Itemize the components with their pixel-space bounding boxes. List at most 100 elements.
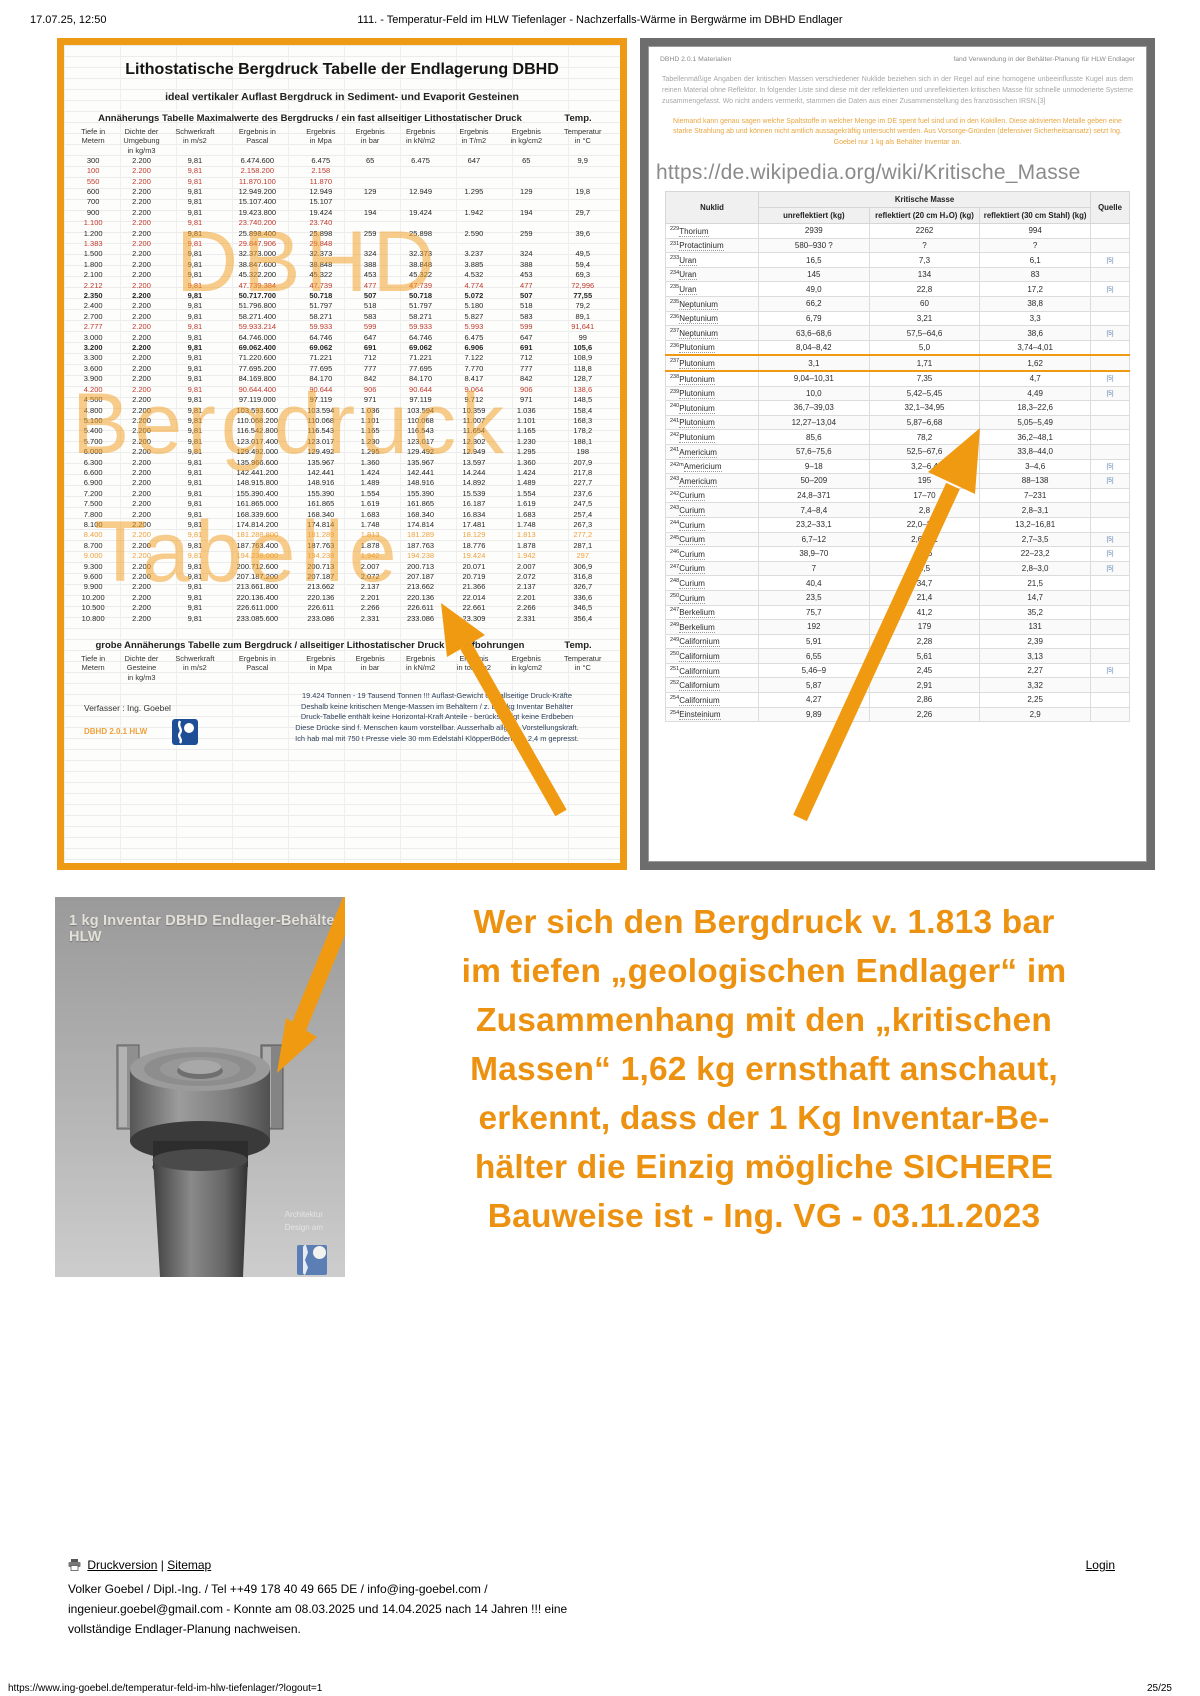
- column-header: Tiefe in Metern: [81, 654, 106, 673]
- statement-line: im tiefen „geologischen Endlager“ im: [461, 953, 1067, 990]
- nuklid-name: 233Uran: [665, 252, 759, 268]
- nuklid-name: 254Californium: [665, 692, 759, 708]
- column-header: Ergebnis in kg/cm2: [510, 127, 543, 146]
- contact-info: Volker Goebel / Dipl.-Ing. / Tel ++49 17…: [68, 1580, 567, 1639]
- nuklid-name: 242mAmericium: [665, 458, 759, 475]
- bergdruck-row: 900 2.200 9,81 19.423.800 19.424 194 19.424 1.9…: [86, 207, 591, 217]
- nuklid-name: 239Plutonium: [665, 385, 759, 402]
- kritische-masse-image: DBHD 2.0.1 Materialien fand Verwendung i…: [640, 38, 1155, 870]
- canister-caption: 1 kg Inventar DBHD Endlager-Behälter HLW: [69, 913, 341, 945]
- bergdruck-row: 100 2.200 9,81 2.158.200 2.158: [86, 166, 331, 176]
- nuklid-row: 239Plutonium 10,0 5,42–5,45 4,49 [5]: [665, 385, 1130, 402]
- nuklid-row: 249Californium 5,91 2,28 2,39: [665, 633, 1130, 650]
- nuklid-row: 244Curium 23,2–33,1 22,0–27,1 13,2–16,81: [665, 516, 1130, 533]
- nuklid-row: 250Curium 23,5 21,4 14,7: [665, 589, 1130, 606]
- nuklid-row: 246Curium 38,9–70 33,6 22–23,2 [5]: [665, 546, 1130, 562]
- column-header: Dichte der Gesteine in kg/m3: [124, 654, 159, 682]
- nuklid-name: 231Protactinium: [665, 237, 759, 254]
- nuklid-row: 236Neptunium 6,79 3,21 3,3: [665, 310, 1130, 327]
- bergdruck-row: 10.800 2.200 9,81 233.085.600 233.086 2.331 23…: [81, 613, 593, 623]
- author-block: Verfasser : Ing. Goebel DBHD 2.0.1 HLW: [74, 689, 264, 745]
- bergdruck-row: 7.500 2.200 9,81 161.865.000 161.865 1.619 161…: [83, 499, 593, 509]
- nuklid-row: 241Americium 57,6–75,6 52,5–67,6 33,8–44,0: [665, 443, 1130, 460]
- column-header: Ergebnis in bar: [355, 127, 385, 146]
- note-line: Deshalb keine kritischen Menge-Massen im…: [301, 701, 573, 711]
- bergdruck-row: 10.500 2.200 9,81 226.611.000 226.611 2.266 22…: [81, 603, 593, 613]
- bergdruck-row: 300 2.200 9,81 6.474.600 6.475 65 6.475 647 65 9,…: [86, 155, 588, 165]
- print-date: 17.07.25, 12:50: [30, 14, 107, 26]
- statement-line: hälter die Einzig mögliche SICHERE: [474, 1149, 1054, 1186]
- nuklid-name: 237Neptunium: [665, 325, 759, 341]
- note-line: Ich hab mal mit 750 t Presse viele 30 mm…: [295, 733, 579, 743]
- nuklid-row: 245Curium 6,7–12 2,6–3,1 2,7–3,5 [5]: [665, 531, 1130, 548]
- note-line: 19.424 Tonnen - 19 Tausend Tonnen !!! Au…: [302, 690, 572, 700]
- nuklid-row: 240Plutonium 36,7–39,03 32,1–34,95 18,3–22,…: [665, 400, 1130, 416]
- bergdruck-row: 4.500 2.200 9,81 97.119.000 97.119 971 97.119 9…: [83, 395, 593, 405]
- statement-line: Wer sich den Bergdruck v. 1.813 bar: [473, 904, 1055, 941]
- nuklid-row: 247Curium 7 3,5 2,8–3,0 [5]: [665, 560, 1130, 577]
- druckversion-link[interactable]: Druckversion: [87, 1558, 158, 1572]
- kritisch-header: DBHD 2.0.1 Materialien fand Verwendung i…: [660, 56, 1135, 63]
- nuklid-name: 250Californium: [665, 648, 759, 664]
- nuklid-row: 254Californium 4,27 2,86 2,25: [665, 692, 1130, 708]
- nuklid-row: 231Protactinium 580–930 ???: [665, 237, 1130, 254]
- nuklid-row: 247Berkelium 75,7 41,2 35,2: [665, 604, 1130, 621]
- nuklid-row: 235Uran 49,0 22,8 17,2 [5]: [665, 281, 1130, 298]
- footer-links: Druckversion | Sitemap: [68, 1558, 211, 1574]
- nuklid-name: 252Californium: [665, 677, 759, 694]
- column-header: Ergebnis in Pascal: [238, 127, 276, 146]
- kritisch-header-right: fand Verwendung in der Behälter-Planung …: [953, 56, 1135, 63]
- bergdruck-row: 5.100 2.200 9,81 110.068.200 110.068 1.101 110…: [83, 415, 593, 425]
- bergdruck-row: 8.700 2.200 9,81 187.763.400 187.763 1.878 187…: [83, 540, 593, 550]
- bergdruck-second-table: Tiefe in Metern Dichte der Gesteine in kg…: [72, 653, 612, 683]
- bergdruck-row: 3.600 2.200 9,81 77.695.200 77.695 777 77.695 7…: [83, 363, 592, 373]
- page-counter: 25/25: [1146, 1683, 1172, 1694]
- approx-title: Annäherungs Tabelle Maximalwerte des Ber…: [98, 113, 522, 124]
- bergdruck-row: 3.300 2.200 9,81 71.220.600 71.221 712 71.221 7…: [83, 353, 593, 363]
- document-title: 111. - Temperatur-Feld im HLW Tiefenlage…: [357, 14, 843, 26]
- login-link[interactable]: Login: [1085, 1558, 1115, 1572]
- statement-line: erkennt, dass der 1 Kg Inventar-Be-: [478, 1100, 1050, 1137]
- column-header: Schwerkraft in m/s2: [175, 127, 215, 146]
- bergdruck-row: 6.600 2.200 9,81 142.441.200 142.441 1.424 142…: [83, 467, 593, 477]
- nuklid-row: 238Plutonium 9,04–10,31 7,35 4,7 [5]: [665, 370, 1130, 387]
- nuklid-name: 241Americium: [665, 443, 759, 460]
- bergdruck-row: 3.000 2.200 9,81 64.746.000 64.746 647 64.746 6…: [83, 332, 587, 342]
- nuklid-name: 249Berkelium: [665, 619, 759, 635]
- nuklid-name: 247Curium: [665, 560, 759, 577]
- login-area: Login: [1086, 1558, 1115, 1572]
- bergdruck-row: 4.800 2.200 9,81 103.593.600 103.594 1.036 103…: [83, 405, 593, 415]
- bergdruck-row: 4.200 2.200 9,81 90.644.400 90.644 906 90.644 9…: [83, 384, 593, 394]
- column-header: Ergebnis in kN/m2: [405, 654, 436, 673]
- bergdruck-row: 2.777 2.200 9,81 59.933.214 59.933 599 59.933 5…: [83, 322, 595, 332]
- canister-photo: 1 kg Inventar DBHD Endlager-Behälter HLW…: [55, 897, 345, 1277]
- bergdruck-row: 600 2.200 9,81 12.949.200 12.949 129 12.949 1.2…: [86, 186, 591, 196]
- bergdruck-row: 7.800 2.200 9,81 168.339.600 168.340 1.683 168…: [83, 509, 593, 519]
- nuklid-row: 229Thorium 2939 2262 994: [665, 223, 1130, 239]
- sitemap-link[interactable]: Sitemap: [167, 1558, 212, 1572]
- col-group-kritische-masse: Kritische Masse: [758, 191, 1091, 209]
- column-header: Ergebnis in Mpa: [306, 127, 336, 146]
- bergdruck-row: 6.000 2.200 9,81 129.492.000 129.492 1.295 129…: [83, 447, 589, 457]
- statement-line: Zusammenhang mit den „kritischen: [475, 1002, 1052, 1039]
- bergdruck-row: 3.200 2.200 9,81 69.062.400 69.062 691 69.062 6…: [83, 343, 593, 353]
- canister-watermark: Architektur Design am: [284, 1210, 323, 1232]
- nuklid-name: 246Curium: [665, 546, 759, 562]
- nuklid-name: 249Californium: [665, 633, 759, 650]
- bergdruck-row: 9.900 2.200 9,81 213.661.800 213.662 2.137 213…: [83, 582, 593, 592]
- bergdruck-footer: Verfasser : Ing. Goebel DBHD 2.0.1 HLW 1…: [74, 689, 610, 745]
- nuklid-name: 247Berkelium: [665, 604, 759, 621]
- bergdruck-row: 1.200 2.200 9,81 25.898.400 25.898 259 25.898 2…: [83, 228, 591, 238]
- column-header: Ergebnis in Pascal: [238, 654, 276, 673]
- nuklid-name: 240Plutonium: [665, 400, 759, 416]
- nuklid-row: 235Neptunium 66,2 60 38,8: [665, 296, 1130, 312]
- nuklid-name: 242Curium: [665, 487, 759, 504]
- nuklid-name: 236Plutonium: [665, 339, 759, 356]
- nuklid-name: 229Thorium: [665, 223, 759, 239]
- second-table-title: grobe Annäherungs Tabelle zum Bergdruck …: [95, 640, 525, 652]
- bergdruck-approx-header: Annäherungs Tabelle Maximalwerte des Ber…: [74, 113, 610, 124]
- nuklid-name: 242Plutonium: [665, 429, 759, 445]
- nuklid-name: 254Einsteinium: [665, 706, 759, 723]
- nuklid-name: 235Neptunium: [665, 296, 759, 312]
